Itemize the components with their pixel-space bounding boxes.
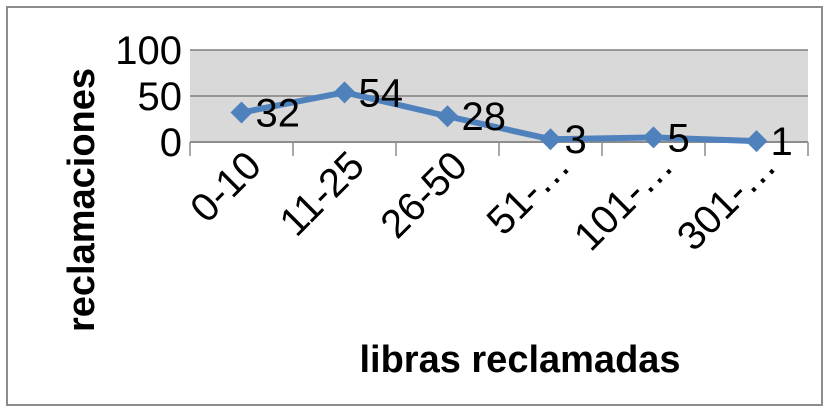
y-tick-label-1: 50 [138, 75, 183, 119]
data-point-3 [539, 128, 562, 151]
series-line-path [240, 89, 757, 145]
y-tick-label-2: 100 [115, 29, 182, 73]
x-axis-tick-marks [189, 142, 809, 156]
data-point-2 [436, 105, 459, 128]
y-tick-label-0: 0 [160, 121, 182, 165]
data-label-3: 3 [565, 118, 587, 162]
data-point-4 [642, 126, 665, 149]
series-line [240, 89, 757, 145]
x-axis-title: libras reclamadas [359, 339, 680, 381]
data-point-0 [230, 101, 253, 124]
data-labels: 32 54 28 3 5 1 [256, 71, 793, 164]
data-label-2: 28 [462, 95, 507, 139]
y-axis-title: reclamaciones [61, 68, 103, 332]
series-markers [230, 81, 768, 153]
data-point-5 [745, 130, 768, 153]
data-label-4: 5 [668, 116, 690, 160]
data-label-1: 54 [359, 71, 404, 115]
data-point-1 [333, 81, 356, 104]
data-label-0: 32 [256, 92, 301, 136]
data-label-5: 1 [771, 120, 793, 164]
